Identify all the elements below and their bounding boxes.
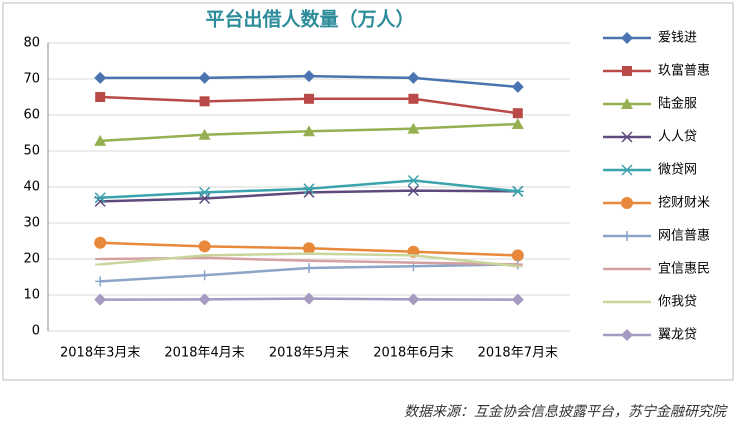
marker — [94, 236, 107, 249]
marker — [94, 71, 107, 84]
marker — [198, 293, 211, 306]
marker — [95, 276, 106, 287]
marker — [621, 98, 633, 109]
x-tick-label: 2018年3月末 — [60, 346, 140, 361]
marker — [303, 292, 315, 305]
legend-label: 挖财财米 — [658, 196, 710, 211]
legend-label: 爱钱进 — [658, 31, 697, 46]
y-tick-label: 10 — [23, 288, 40, 303]
x-tick-label: 2018年5月末 — [269, 346, 349, 361]
marker — [199, 270, 210, 281]
x-tick-label: 2018年4月末 — [164, 346, 244, 361]
marker — [621, 32, 633, 44]
legend-label: 宜信惠民 — [658, 262, 710, 277]
marker — [621, 164, 633, 176]
chart-title: 平台出借人数量（万人） — [205, 8, 414, 31]
marker — [622, 231, 632, 241]
marker — [622, 66, 632, 76]
legend-label: 你我贷 — [658, 295, 697, 310]
marker — [199, 96, 210, 107]
marker — [621, 329, 633, 341]
marker — [303, 70, 315, 83]
marker — [198, 186, 211, 198]
legend-label: 微贷网 — [658, 163, 697, 178]
y-tick-label: 0 — [32, 324, 40, 339]
marker — [407, 185, 419, 197]
marker — [511, 185, 524, 197]
marker — [94, 293, 107, 306]
marker — [511, 80, 524, 93]
marker — [95, 92, 106, 102]
marker — [304, 263, 314, 273]
y-tick-label: 60 — [23, 108, 40, 123]
marker — [198, 128, 211, 140]
x-tick-label: 2018年7月末 — [478, 346, 558, 361]
marker — [407, 122, 420, 134]
y-tick-label: 30 — [23, 216, 40, 231]
marker — [621, 131, 633, 143]
legend-label: 网信普惠 — [658, 229, 710, 244]
marker — [303, 183, 315, 195]
marker — [407, 71, 420, 84]
marker — [304, 93, 314, 104]
legend-label: 陆金服 — [658, 96, 697, 112]
y-tick-label: 70 — [23, 72, 40, 87]
y-tick-label: 80 — [23, 36, 40, 51]
marker — [407, 293, 420, 306]
y-tick-label: 50 — [23, 144, 40, 159]
x-tick-label: 2018年6月末 — [373, 346, 453, 361]
marker — [303, 125, 315, 137]
marker — [94, 192, 107, 204]
legend-label: 人人贷 — [658, 130, 697, 145]
legend-label: 翼龙贷 — [658, 328, 697, 343]
marker — [511, 249, 524, 262]
marker — [198, 71, 211, 84]
marker — [511, 118, 524, 129]
marker — [407, 174, 420, 187]
y-tick-label: 40 — [23, 180, 40, 195]
marker — [303, 242, 315, 255]
marker — [94, 134, 107, 146]
marker — [512, 108, 523, 119]
source-note: 数据来源：互金协会信息披露平台，苏宁金融研究院 — [404, 404, 728, 420]
marker — [408, 93, 419, 104]
y-tick-label: 20 — [23, 252, 40, 267]
marker — [511, 293, 524, 306]
marker — [198, 240, 211, 253]
marker — [621, 197, 633, 209]
legend-label: 玖富普惠 — [658, 63, 710, 79]
